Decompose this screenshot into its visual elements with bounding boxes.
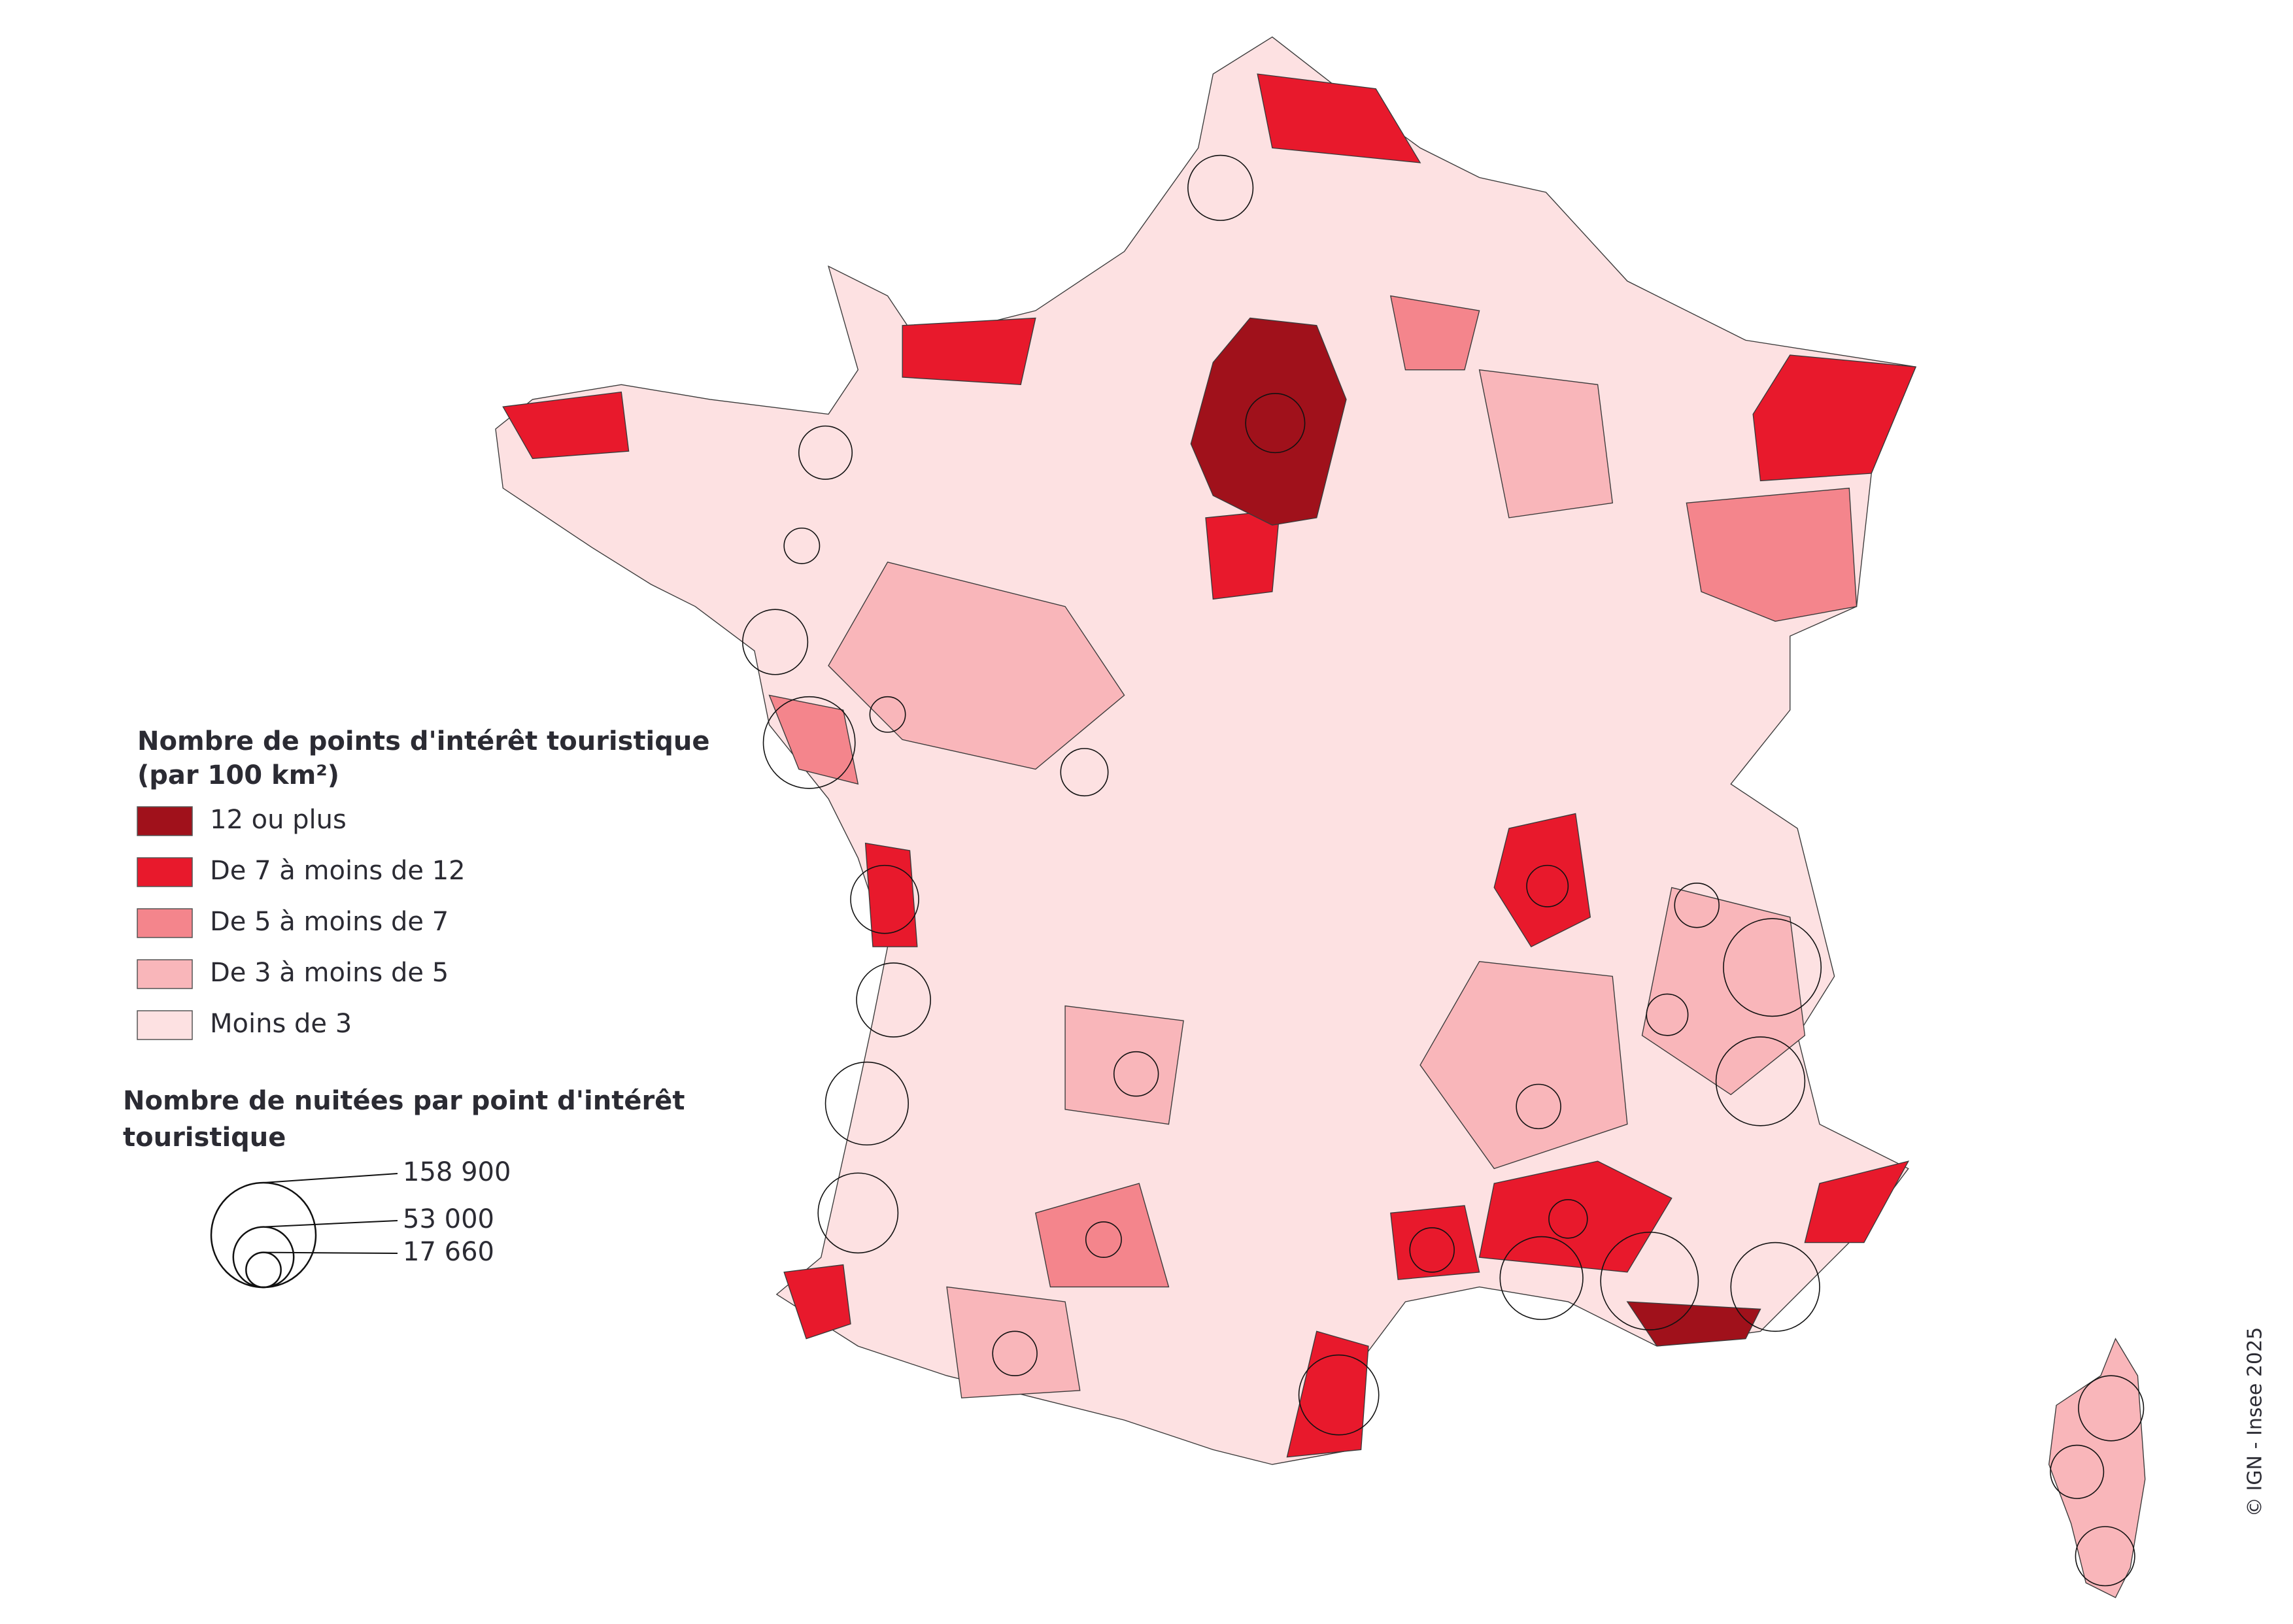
symbol: [2075, 1526, 2135, 1587]
zone: [1686, 487, 1858, 622]
zone: [946, 1286, 1081, 1398]
symbol: [1715, 1036, 1806, 1126]
symbol: [1187, 154, 1254, 221]
zone: [502, 391, 630, 460]
symbol: [1526, 864, 1569, 907]
legend-label: Moins de 3: [210, 1009, 352, 1039]
size-circle: [245, 1251, 282, 1289]
credit: © IGN - Insee 2025: [2244, 1327, 2267, 1517]
legend-swatch: [137, 1010, 193, 1040]
zone: [1286, 1330, 1369, 1458]
zone: [1257, 73, 1421, 163]
symbol: [1730, 1242, 1820, 1332]
zone: [1478, 369, 1613, 518]
size-circle: [232, 1226, 295, 1289]
zone: [1035, 1183, 1170, 1288]
zone: [1478, 1160, 1673, 1273]
zone: [1804, 1160, 1910, 1243]
legend-title: Nombre de points d'intérêt touristique: [137, 726, 710, 756]
legend-label: De 7 à moins de 12: [210, 856, 466, 886]
size-label: 17 660: [403, 1237, 494, 1267]
legend-label: 12 ou plus: [210, 805, 347, 835]
zone: [1493, 813, 1591, 947]
zone: [1389, 295, 1480, 371]
zone: [828, 562, 1125, 770]
zone: [1190, 317, 1347, 526]
symbol: [850, 864, 919, 934]
symbol: [1646, 993, 1689, 1036]
leader-line: [263, 1173, 398, 1183]
symbol: [1409, 1227, 1455, 1273]
symbol: [1245, 393, 1306, 454]
zone: [902, 317, 1036, 385]
zone: [1064, 1005, 1184, 1125]
symbol: [1298, 1354, 1380, 1436]
symbol: [1060, 748, 1109, 797]
legend-swatch: [137, 908, 193, 938]
legend-size: Nombre de nuitées par point d'intérêt to…: [123, 1086, 685, 1289]
symbol: [1723, 918, 1822, 1017]
zone: [864, 842, 918, 947]
symbol: [1674, 882, 1720, 928]
legend-swatch: [137, 857, 193, 887]
symbol: [1085, 1221, 1122, 1259]
symbol: [742, 609, 809, 675]
zone: [1626, 1301, 1761, 1347]
symbol: [824, 1061, 909, 1146]
symbol: [2050, 1444, 2105, 1499]
legend-title: Nombre de nuitées par point d'intérêt: [123, 1086, 685, 1116]
zone: [1419, 960, 1628, 1170]
legend-title: (par 100 km²): [137, 760, 339, 790]
symbol: [856, 962, 931, 1038]
zone: [1390, 1205, 1480, 1280]
symbol: [1516, 1083, 1561, 1130]
symbol: [798, 425, 853, 480]
leader-line: [263, 1220, 398, 1228]
territory-corsica: [2048, 1338, 2146, 1599]
zone: [768, 694, 859, 785]
zone: [1752, 354, 1917, 482]
symbol: [762, 696, 856, 789]
legend-label: De 3 à moins de 5: [210, 958, 449, 988]
zone: [783, 1264, 851, 1340]
legend-label: De 5 à moins de 7: [210, 907, 449, 937]
size-circle: [210, 1181, 317, 1289]
legend-swatch: [137, 806, 193, 836]
symbol: [1548, 1199, 1588, 1239]
symbol: [1113, 1051, 1159, 1097]
symbol: [817, 1172, 899, 1254]
symbol: [783, 527, 821, 564]
legend-swatch: [137, 959, 193, 989]
symbol: [992, 1330, 1038, 1377]
symbol: [1499, 1236, 1584, 1321]
map: [495, 36, 2146, 1599]
size-label: 53 000: [403, 1204, 494, 1234]
symbol: [869, 696, 906, 733]
size-label: 158 900: [403, 1157, 511, 1187]
legend-density: Nombre de points d'intérêt touristique (…: [137, 726, 710, 1040]
legend-title: touristique: [123, 1123, 286, 1153]
symbol: [1600, 1231, 1699, 1330]
symbol: [2078, 1375, 2145, 1442]
